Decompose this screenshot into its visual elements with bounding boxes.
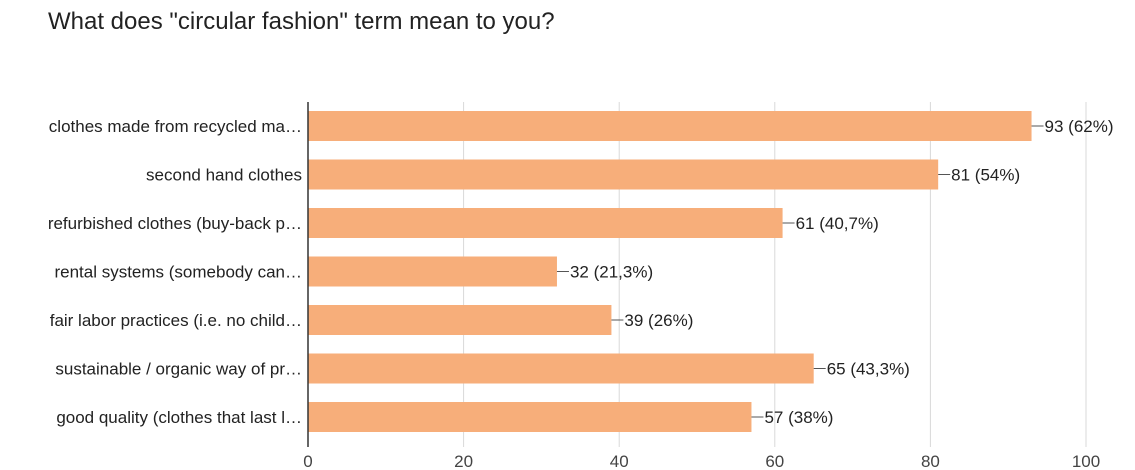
bar <box>308 353 814 384</box>
category-label: good quality (clothes that last l… <box>56 408 302 427</box>
axis-layer: 0 20 40 60 80 100 <box>303 102 1100 470</box>
bar <box>308 305 612 335</box>
label-layer: clothes made from recycled ma… 93 (62%) se… <box>48 117 1114 427</box>
bar <box>308 111 1032 141</box>
bar-layer <box>308 111 1032 432</box>
x-tick-label: 60 <box>765 452 784 470</box>
category-label: rental systems (somebody can… <box>54 263 302 282</box>
chart-title: What does "circular fashion" term mean t… <box>48 8 555 35</box>
x-tick-label: 100 <box>1072 452 1100 470</box>
x-tick-label: 40 <box>610 452 629 470</box>
x-tick-label: 80 <box>921 452 940 470</box>
bar <box>308 256 557 287</box>
data-label: 32 (21,3%) <box>570 263 653 282</box>
data-label: 81 (54%) <box>951 166 1020 185</box>
x-tick-label: 20 <box>454 452 473 470</box>
x-tick-label: 0 <box>303 452 312 470</box>
category-label: second hand clothes <box>146 166 302 185</box>
data-label: 61 (40,7%) <box>796 214 879 233</box>
bar <box>308 159 939 190</box>
category-label: refurbished clothes (buy-back p… <box>48 214 302 233</box>
category-label: fair labor practices (i.e. no child… <box>50 311 302 330</box>
bar <box>308 402 752 432</box>
data-label: 57 (38%) <box>764 408 833 427</box>
data-label: 93 (62%) <box>1045 117 1114 136</box>
bar <box>308 208 783 238</box>
data-label: 65 (43,3%) <box>827 360 910 379</box>
category-label: clothes made from recycled ma… <box>49 117 302 136</box>
data-label: 39 (26%) <box>624 311 693 330</box>
category-label: sustainable / organic way of pr… <box>55 360 302 379</box>
